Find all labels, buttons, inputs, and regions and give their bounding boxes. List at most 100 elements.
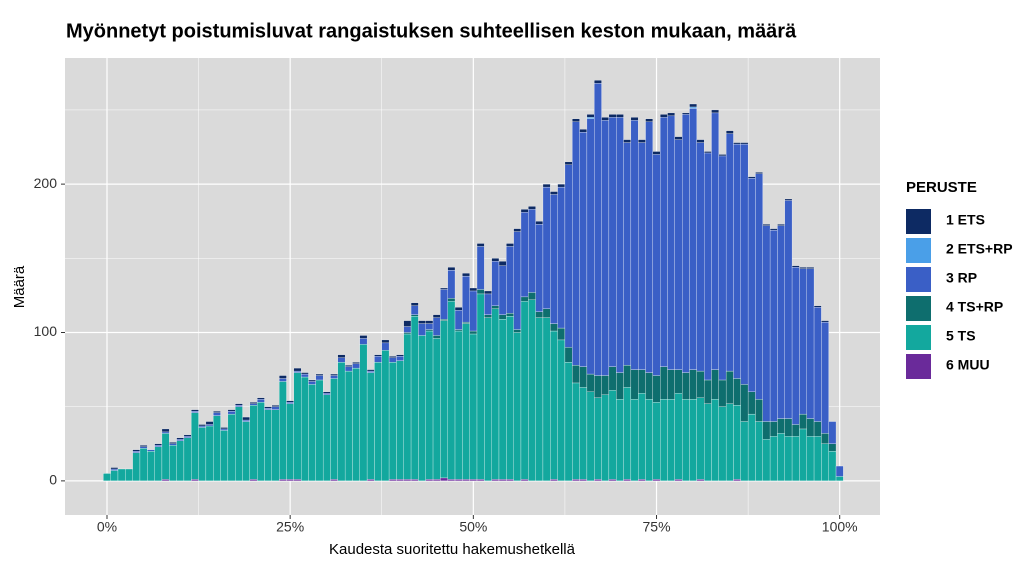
bar-segment bbox=[791, 265, 800, 268]
x-tick-label: 100% bbox=[822, 519, 858, 535]
bar-segment bbox=[660, 399, 668, 482]
bar-segment bbox=[799, 428, 807, 482]
bar-segment bbox=[447, 267, 456, 271]
bar-segment bbox=[227, 409, 236, 412]
bar-segment bbox=[403, 332, 412, 335]
bar-segment bbox=[469, 290, 478, 332]
bar-segment bbox=[835, 476, 844, 482]
bar-segment bbox=[747, 413, 756, 482]
bar-segment bbox=[498, 314, 507, 320]
bar-segment bbox=[322, 393, 331, 395]
bar-segment bbox=[279, 378, 287, 382]
bar-segment bbox=[359, 338, 368, 345]
bar-segment bbox=[660, 114, 668, 118]
bar-segment bbox=[557, 186, 566, 329]
bar-segment bbox=[806, 268, 815, 419]
bar-segment bbox=[623, 139, 632, 143]
bar-segment bbox=[191, 409, 199, 412]
bar-segment bbox=[513, 332, 522, 482]
bar-segment bbox=[183, 437, 192, 482]
bar-segment bbox=[139, 445, 148, 447]
bar-segment bbox=[476, 246, 485, 290]
bar-segment bbox=[381, 339, 390, 344]
bar-segment bbox=[410, 302, 419, 306]
bar-segment bbox=[733, 143, 741, 379]
bar-segment bbox=[740, 421, 749, 482]
bar-segment bbox=[403, 479, 412, 482]
bar-segment bbox=[440, 477, 448, 482]
bar-segment bbox=[608, 114, 617, 118]
bar-segment bbox=[213, 410, 221, 413]
bar-segment bbox=[425, 330, 434, 480]
bar-segment bbox=[572, 121, 580, 366]
bar-segment bbox=[542, 183, 551, 188]
bar-segment bbox=[828, 421, 837, 444]
legend-label: 4 TS+RP bbox=[946, 299, 1003, 315]
bar-segment bbox=[594, 83, 602, 376]
bar-segment bbox=[161, 428, 170, 433]
bar-segment bbox=[432, 317, 441, 336]
bar-segment bbox=[352, 363, 360, 369]
bar-segment bbox=[696, 397, 705, 480]
bar-segment bbox=[718, 154, 727, 157]
bar-segment bbox=[799, 413, 807, 430]
bar-segment bbox=[513, 228, 522, 232]
y-tick-label: 0 bbox=[49, 472, 57, 488]
bar-segment bbox=[769, 229, 778, 422]
bar-segment bbox=[586, 118, 595, 375]
bar-segment bbox=[454, 329, 463, 332]
bar-segment bbox=[432, 479, 441, 482]
bar-segment bbox=[667, 369, 675, 400]
bar-segment bbox=[227, 413, 236, 482]
bar-segment bbox=[220, 427, 229, 430]
x-tick-label: 50% bbox=[459, 519, 487, 535]
bar-segment bbox=[410, 316, 419, 480]
bar-segment bbox=[139, 446, 148, 449]
bar-segment bbox=[132, 449, 141, 452]
bar-segment bbox=[660, 366, 668, 400]
bar-segment bbox=[110, 467, 119, 470]
bar-segment bbox=[791, 424, 800, 437]
bar-segment bbox=[667, 115, 675, 370]
bar-segment bbox=[154, 446, 163, 482]
bar-segment bbox=[520, 212, 529, 298]
bar-segment bbox=[359, 335, 368, 339]
bar-segment bbox=[271, 405, 280, 407]
bar-segment bbox=[359, 344, 368, 482]
bar-segment bbox=[410, 479, 419, 482]
x-axis-label: Kaudesta suoritettu hakemushetkellä bbox=[329, 541, 576, 558]
bar-segment bbox=[176, 440, 185, 482]
bar-segment bbox=[564, 164, 573, 348]
bar-segment bbox=[703, 379, 712, 404]
x-tick-label: 25% bbox=[276, 519, 304, 535]
bar-segment bbox=[498, 261, 507, 266]
bar-segment bbox=[110, 470, 119, 482]
bar-segment bbox=[425, 329, 434, 332]
bar-segment bbox=[535, 317, 544, 482]
bar-segment bbox=[476, 289, 485, 295]
bar-segment bbox=[696, 142, 705, 372]
bar-segment bbox=[366, 479, 375, 482]
bar-segment bbox=[799, 268, 807, 415]
bar-segment bbox=[682, 112, 690, 115]
bar-segment bbox=[432, 314, 441, 318]
bar-segment bbox=[696, 479, 705, 482]
bar-segment bbox=[682, 372, 690, 400]
bar-segment bbox=[696, 370, 705, 398]
bar-segment bbox=[667, 399, 675, 482]
bar-segment bbox=[769, 228, 778, 231]
legend-title: PERUSTE bbox=[906, 179, 977, 196]
bar-segment bbox=[821, 433, 829, 444]
bar-segment bbox=[154, 443, 163, 446]
bar-segment bbox=[572, 382, 580, 480]
bar-segment bbox=[630, 117, 639, 121]
bar-segment bbox=[689, 103, 697, 108]
bar-segment bbox=[799, 267, 807, 269]
bar-segment bbox=[608, 390, 617, 480]
legend-key bbox=[906, 209, 931, 234]
bar-segment bbox=[205, 424, 214, 427]
bar-segment bbox=[506, 316, 514, 480]
bar-segment bbox=[791, 267, 800, 425]
bar-segment bbox=[374, 354, 382, 357]
bar-segment bbox=[806, 418, 815, 437]
